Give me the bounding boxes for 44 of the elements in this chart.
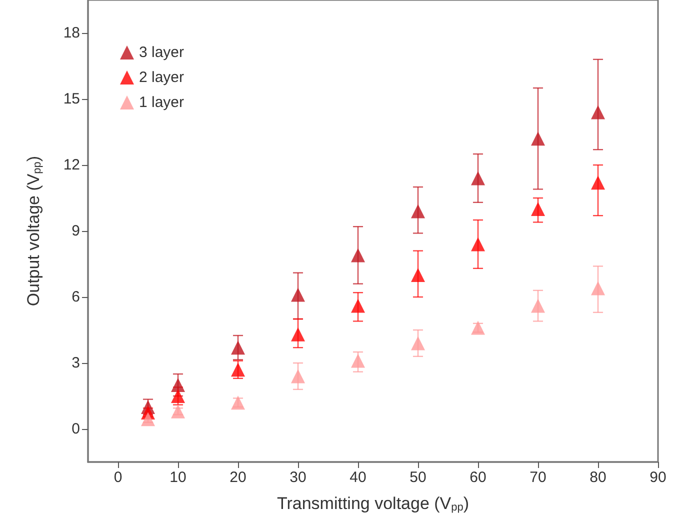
legend-label: 3 layer bbox=[139, 44, 184, 61]
point bbox=[531, 132, 545, 146]
y-tick-label: 6 bbox=[72, 288, 80, 306]
point bbox=[291, 288, 305, 302]
point bbox=[471, 171, 485, 186]
x-tick-label: 20 bbox=[230, 469, 246, 486]
point bbox=[231, 362, 245, 377]
x-tick-label: 80 bbox=[590, 469, 606, 486]
legend-label: 1 layer bbox=[139, 94, 184, 111]
x-tick-label: 10 bbox=[170, 469, 186, 486]
x-tick-label: 0 bbox=[114, 469, 122, 486]
x-tick-label: 90 bbox=[650, 469, 666, 486]
point bbox=[291, 369, 305, 384]
point bbox=[591, 176, 605, 190]
point bbox=[141, 412, 155, 426]
point bbox=[291, 327, 305, 342]
point bbox=[411, 204, 425, 218]
x-tick-label: 70 bbox=[530, 469, 546, 486]
y-axis-title: Output voltage (Vpp) bbox=[24, 156, 44, 306]
x-tick-label: 40 bbox=[350, 469, 366, 486]
point bbox=[351, 248, 365, 262]
point bbox=[411, 336, 425, 350]
point bbox=[591, 281, 605, 296]
y-tick-label: 18 bbox=[63, 24, 80, 42]
point bbox=[411, 268, 425, 282]
point bbox=[171, 389, 185, 403]
legend-label: 2 layer bbox=[139, 69, 184, 86]
y-tick-label: 9 bbox=[72, 222, 80, 240]
y-tick-label: 12 bbox=[63, 156, 80, 174]
point bbox=[471, 237, 485, 252]
point bbox=[171, 378, 185, 392]
point bbox=[171, 404, 185, 418]
point bbox=[591, 105, 605, 120]
y-tick-label: 15 bbox=[63, 90, 80, 108]
y-tick-label: 3 bbox=[72, 354, 80, 372]
x-tick-label: 50 bbox=[410, 469, 426, 486]
point bbox=[531, 298, 545, 313]
point bbox=[531, 202, 545, 216]
y-tick-label: 0 bbox=[72, 420, 80, 438]
point bbox=[351, 354, 365, 368]
x-tick-label: 30 bbox=[290, 469, 306, 486]
x-tick-label: 60 bbox=[470, 469, 486, 486]
point bbox=[351, 298, 365, 313]
point bbox=[231, 340, 245, 355]
